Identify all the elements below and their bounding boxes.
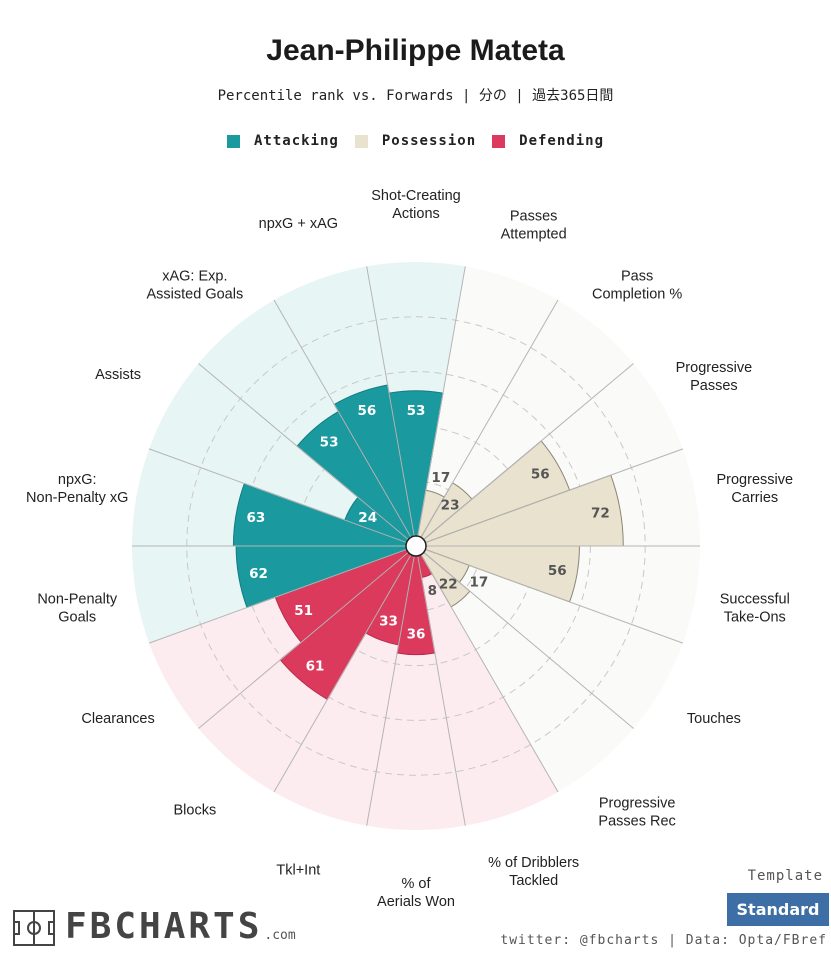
axis-label: npxG: Non-Penalty xG [26, 472, 128, 506]
axis-label: Progressive Passes [676, 360, 753, 394]
axis-label: % of Aerials Won [377, 876, 455, 910]
template-label: Template [747, 868, 823, 884]
value-label: 22 [439, 577, 458, 593]
legend-swatch-defending [492, 134, 506, 148]
sector-divider [423, 363, 634, 540]
axis-label: xAG: Exp. Assisted Goals [147, 268, 244, 302]
value-label: 24 [358, 510, 377, 526]
legend-item-possession: Possession [354, 133, 477, 149]
sector-divider [148, 448, 407, 544]
value-label: 63 [246, 510, 265, 526]
template-standard-button[interactable]: Standard [727, 893, 829, 926]
sector-divider [198, 552, 409, 729]
sector-divider [425, 548, 684, 644]
sector-background [417, 554, 558, 826]
legend-item-attacking: Attacking [226, 133, 339, 149]
axis-label: Clearances [81, 711, 154, 727]
sector-divider [273, 554, 412, 793]
axis-label: Progressive Carries [716, 472, 793, 506]
pitch-icon [13, 910, 55, 946]
chart-subtitle: Percentile rank vs. Forwards | 分の | 過去36… [217, 88, 614, 104]
sector-divider [425, 448, 684, 544]
sector-divider [273, 299, 412, 538]
sector-divider [198, 363, 409, 540]
value-label: 72 [591, 505, 610, 521]
center-circle [405, 535, 427, 557]
value-label: 51 [294, 603, 313, 619]
axis-label: Progressive Passes Rec [598, 795, 675, 829]
sector-divider [420, 299, 559, 538]
sector-background [366, 555, 466, 831]
value-label: 17 [469, 574, 488, 590]
sector-divider [417, 555, 466, 826]
logo-suffix: .com [264, 928, 296, 943]
value-label: 53 [407, 403, 426, 419]
legend: Attacking Possession Defending [0, 133, 831, 149]
fbcharts-logo: FBCHARTS .com [13, 904, 296, 946]
axis-label: Successful Take-Ons [720, 592, 790, 626]
sector-background [423, 549, 683, 729]
legend-label-possession: Possession [381, 133, 477, 149]
sector-divider [366, 266, 415, 537]
axis-label: Non-Penalty Goals [37, 592, 118, 626]
legend-label-defending: Defending [519, 133, 604, 149]
sector-background [417, 266, 558, 538]
value-label: 33 [379, 614, 398, 630]
value-label: 62 [249, 566, 268, 582]
value-label: 56 [358, 403, 377, 419]
legend-label-attacking: Attacking [253, 133, 339, 149]
chart-title: Jean-Philippe Mateta [266, 34, 565, 67]
sector-divider [366, 555, 415, 826]
value-label: 56 [531, 466, 550, 482]
axis-label: Touches [687, 711, 741, 727]
credits: twitter: @fbcharts | Data: Opta/FBref [500, 933, 827, 948]
axis-label: Passes Attempted [501, 209, 567, 243]
value-label: 56 [548, 563, 567, 579]
value-label: 53 [320, 434, 339, 450]
sector-background [149, 363, 409, 543]
sector-background [421, 552, 634, 792]
sector-divider [417, 266, 466, 537]
value-label: 17 [431, 470, 450, 486]
axis-label: npxG + xAG [259, 216, 338, 232]
axis-label: Tkl+Int [276, 862, 320, 878]
legend-item-defending: Defending [492, 133, 604, 149]
axis-label: Blocks [174, 803, 217, 819]
legend-swatch-attacking [226, 134, 240, 148]
legend-swatch-possession [354, 134, 368, 148]
value-label: 61 [306, 658, 325, 674]
sector-background [421, 300, 634, 540]
sector-divider [423, 552, 634, 729]
value-label: 23 [441, 497, 460, 513]
sector-divider [148, 548, 407, 644]
value-label: 36 [407, 627, 426, 643]
value-label: 8 [428, 583, 437, 599]
logo-text: FBCHARTS [65, 906, 263, 947]
axis-label: Assists [95, 367, 141, 383]
axis-label: % of Dribblers Tackled [488, 855, 579, 889]
sector-divider [420, 554, 559, 793]
axis-label: Shot-Creating Actions [371, 188, 460, 222]
axis-label: Pass Completion % [592, 268, 682, 302]
